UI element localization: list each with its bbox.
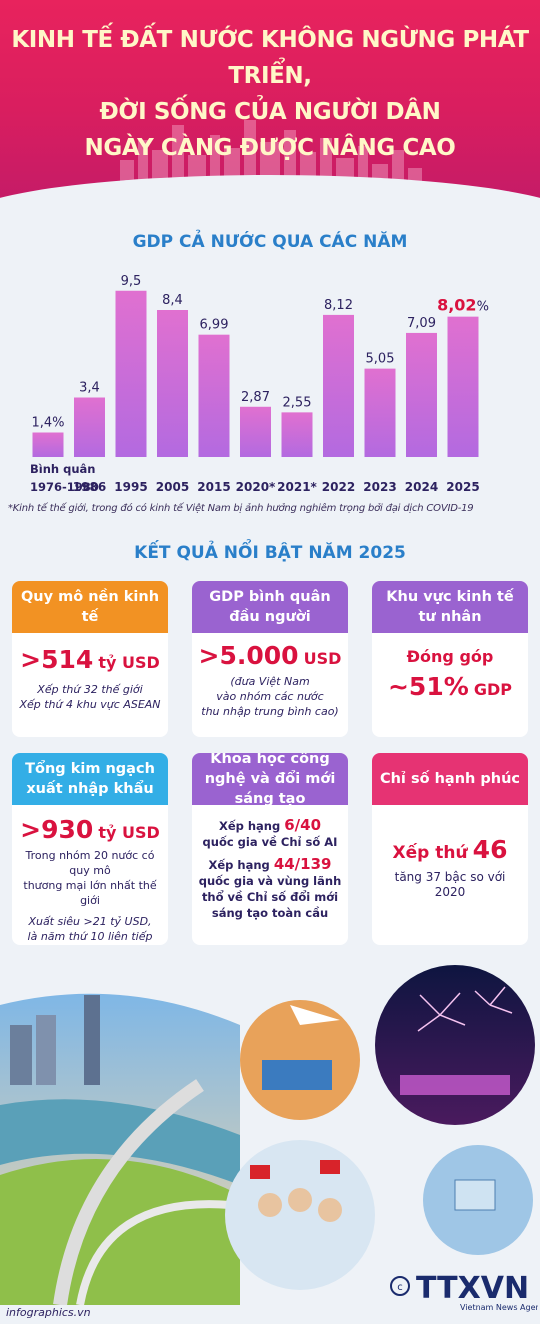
rank1-value: 6/40	[284, 816, 322, 834]
card-line: thu nhập trung bình cao)	[201, 705, 339, 718]
category-label-10: 2025	[446, 480, 479, 494]
card-line: Xuất siêu >21 tỷ USD,	[28, 915, 152, 928]
data-label-6: 2,55	[283, 395, 312, 410]
card-big-value: >5.000	[198, 641, 299, 670]
card-line: Xếp thứ 32 thế giới	[37, 683, 143, 696]
rank2-post: quốc gia và vùng lãnh thổ về Chỉ số đổi …	[198, 874, 342, 920]
chart-title: GDP CẢ NƯỚC QUA CÁC NĂM	[132, 232, 408, 252]
data-label-3: 8,4	[162, 293, 183, 308]
card-science-innovation: Khoa học công nghệ và đổi mới sáng tạo X…	[192, 753, 348, 945]
card-line: thương mại lớn nhất thế giới	[23, 879, 157, 907]
category-label-6: 2021*	[277, 480, 317, 494]
card-big-value: ~51%	[387, 672, 469, 701]
card-unit: tỷ USD	[98, 653, 160, 672]
rank1-post: quốc gia về Chỉ số AI	[202, 835, 338, 849]
bar-1	[74, 397, 105, 457]
card-line: Trong nhóm 20 nước có quy mô	[25, 849, 155, 877]
card-unit: USD	[303, 649, 342, 668]
data-label-8: 5,05	[366, 352, 395, 367]
data-label-10: 8,02%	[437, 296, 489, 315]
bar-7	[323, 314, 354, 457]
data-label-7: 8,12	[324, 298, 353, 313]
card-big-value: >930	[20, 815, 94, 844]
card-big-value: >514	[20, 645, 94, 674]
category-label-8: 2023	[363, 480, 396, 494]
railway-viaduct	[53, 1079, 204, 1305]
card-unit: GDP	[473, 680, 513, 699]
category-label-9: 2024	[405, 480, 438, 494]
category-label-0-0: Bình quân	[30, 462, 95, 476]
bar-6	[281, 412, 313, 457]
svg-text:c: c	[397, 1282, 403, 1293]
photo-collage	[0, 965, 535, 1305]
card-caption: Khu vực kinh tế tư nhân	[372, 581, 528, 633]
card-happiness-index: Chỉ số hạnh phúc Xếp thứ 46 tăng 37 bậc …	[372, 753, 528, 945]
header-wave	[0, 175, 540, 200]
bar-9	[406, 332, 437, 457]
data-label-1: 3,4	[79, 381, 100, 396]
category-label-1: 1986	[73, 480, 106, 494]
gdp-bar-chart: 1,4% Bình quân 1976-1980 3,4 1986 9,5 1995 8,4 2…	[30, 274, 489, 494]
category-label-2: 1995	[114, 480, 147, 494]
card-line: (đưa Việt Nam	[230, 675, 310, 688]
category-label-0-1: 1976-1980	[30, 480, 99, 494]
bar-3	[157, 310, 188, 457]
card-private-sector: Khu vực kinh tế tư nhân Đóng góp ~51% GD…	[372, 581, 528, 737]
header-banner: KINH TẾ ĐẤT NƯỚC KHÔNG NGỪNG PHÁT TRIỂN,…	[0, 0, 540, 200]
card-economy-size: Quy mô nền kinh tế >514 tỷ USD Xếp thứ 3…	[12, 581, 168, 737]
data-label-4: 6,99	[200, 318, 229, 333]
card-pre-text: Đóng góp	[406, 647, 494, 666]
city-buildings	[10, 1025, 32, 1085]
card-sub: tăng 37 bậc so với 2020	[394, 870, 506, 899]
rank2-value: 44/139	[273, 855, 332, 873]
page-title: KINH TẾ ĐẤT NƯỚC KHÔNG NGỪNG PHÁT TRIỂN,…	[0, 22, 540, 166]
card-caption: Tổng kim ngạch xuất nhập khẩu	[12, 753, 168, 805]
results-title: KẾT QUẢ NỔI BẬT NĂM 2025	[134, 543, 406, 563]
chart-footnote: *Kinh tế thế giới, trong đó có kinh tế V…	[8, 503, 474, 514]
rank1-pre: Xếp hạng	[218, 819, 281, 833]
bar-0	[32, 432, 64, 457]
ttxvn-logo: c TTXVN Vietnam News Agency	[390, 1271, 538, 1312]
card-caption: GDP bình quân đầu người	[192, 581, 348, 633]
category-label-5: 2020*	[236, 480, 276, 494]
card-trade-volume: Tổng kim ngạch xuất nhập khẩu >930 tỷ US…	[12, 753, 168, 945]
credit-text: infographics.vn	[6, 1306, 91, 1319]
card-caption: Khoa học công nghệ và đổi mới sáng tạo	[192, 753, 348, 807]
bar-10	[447, 316, 479, 457]
title-line-1: KINH TẾ ĐẤT NƯỚC KHÔNG NGỪNG PHÁT TRIỂN,	[11, 27, 529, 89]
card-pre-text: Xếp thứ	[392, 843, 468, 863]
logo-subtext: Vietnam News Agency	[460, 1303, 538, 1312]
card-caption: Chỉ số hạnh phúc	[372, 753, 528, 805]
data-label-2: 9,5	[121, 274, 142, 289]
card-line: vào nhóm các nước	[216, 690, 324, 703]
fireworks-photo	[375, 965, 535, 1125]
card-gdp-per-capita: GDP bình quân đầu người >5.000 USD (đưa …	[192, 581, 348, 737]
title-line-2: ĐỜI SỐNG CỦA NGƯỜI DÂN	[99, 99, 441, 125]
bar-8	[364, 368, 396, 457]
category-label-4: 2015	[197, 480, 230, 494]
children-flags-photo	[225, 1140, 375, 1290]
data-label-0: 1,4%	[31, 416, 64, 431]
bar-5	[240, 406, 271, 457]
card-line: là năm thứ 10 liên tiếp xuất siêu	[27, 930, 153, 943]
data-label-9: 7,09	[407, 316, 436, 331]
rank2-pre: Xếp hạng	[208, 858, 270, 872]
data-label-5: 2,87	[241, 390, 270, 405]
category-label-7: 2022	[322, 480, 355, 494]
card-unit: tỷ USD	[98, 823, 160, 842]
bar-2	[115, 290, 147, 457]
bar-4	[198, 334, 230, 457]
title-line-3: NGÀY CÀNG ĐƯỢC NÂNG CAO	[84, 135, 456, 161]
card-caption: Quy mô nền kinh tế	[12, 581, 168, 633]
card-big-value: 46	[472, 835, 508, 864]
card-line: Xếp thứ 4 khu vực ASEAN	[19, 698, 161, 711]
logo-text: TTXVN	[416, 1271, 529, 1306]
category-label-3: 2005	[156, 480, 189, 494]
